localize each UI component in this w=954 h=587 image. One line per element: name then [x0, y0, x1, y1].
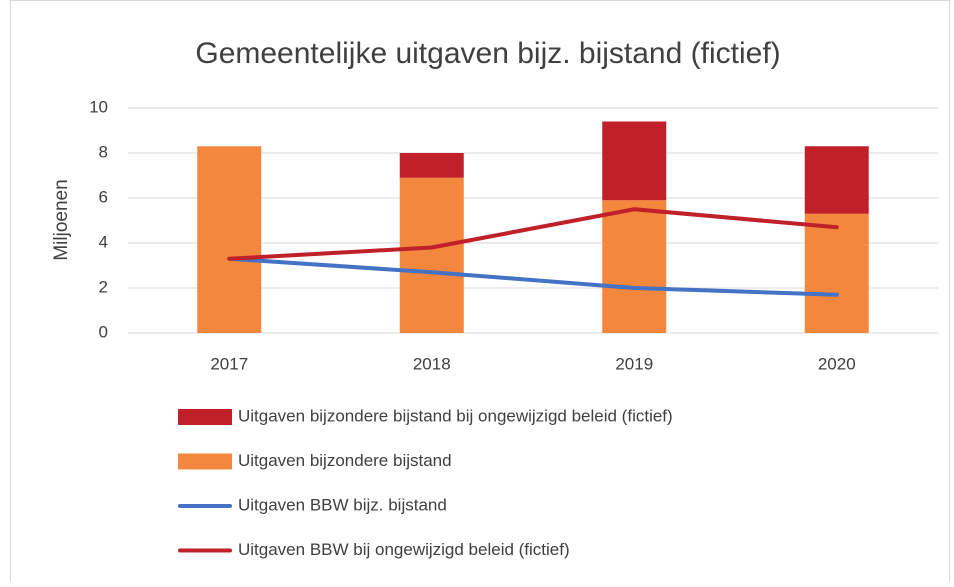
y-tick-label: 4 [99, 232, 108, 251]
y-tick-label: 8 [99, 142, 108, 161]
bar [197, 146, 262, 333]
chart-title: Gemeentelijke uitgaven bijz. bijstand (f… [195, 37, 780, 70]
bar [602, 200, 667, 333]
legend-label: Uitgaven bijzondere bijstand bij ongewij… [238, 406, 673, 425]
line [227, 256, 839, 297]
y-tick-label: 10 [89, 97, 108, 116]
y-tick-label: 2 [99, 277, 108, 296]
bar [399, 177, 464, 333]
bar [804, 146, 869, 214]
x-tick-label: 2018 [413, 354, 451, 373]
x-tick-label: 2019 [615, 354, 653, 373]
bar [399, 153, 464, 178]
line [227, 207, 839, 261]
legend-swatch [178, 453, 232, 470]
legend-label: Uitgaven bijzondere bijstand [238, 451, 452, 470]
legend-swatch [178, 409, 232, 425]
y-axis-label: Miljoenen [51, 179, 72, 260]
x-tick-label: 2017 [210, 354, 248, 373]
y-tick-label: 0 [99, 322, 108, 341]
bar [804, 213, 869, 333]
bar [602, 121, 667, 201]
y-tick-label: 6 [99, 187, 108, 206]
legend-label: Uitgaven BBW bijz. bijstand [238, 495, 447, 514]
legend-label: Uitgaven BBW bij ongewijzigd beleid (fic… [238, 540, 570, 559]
x-tick-label: 2020 [818, 354, 856, 373]
